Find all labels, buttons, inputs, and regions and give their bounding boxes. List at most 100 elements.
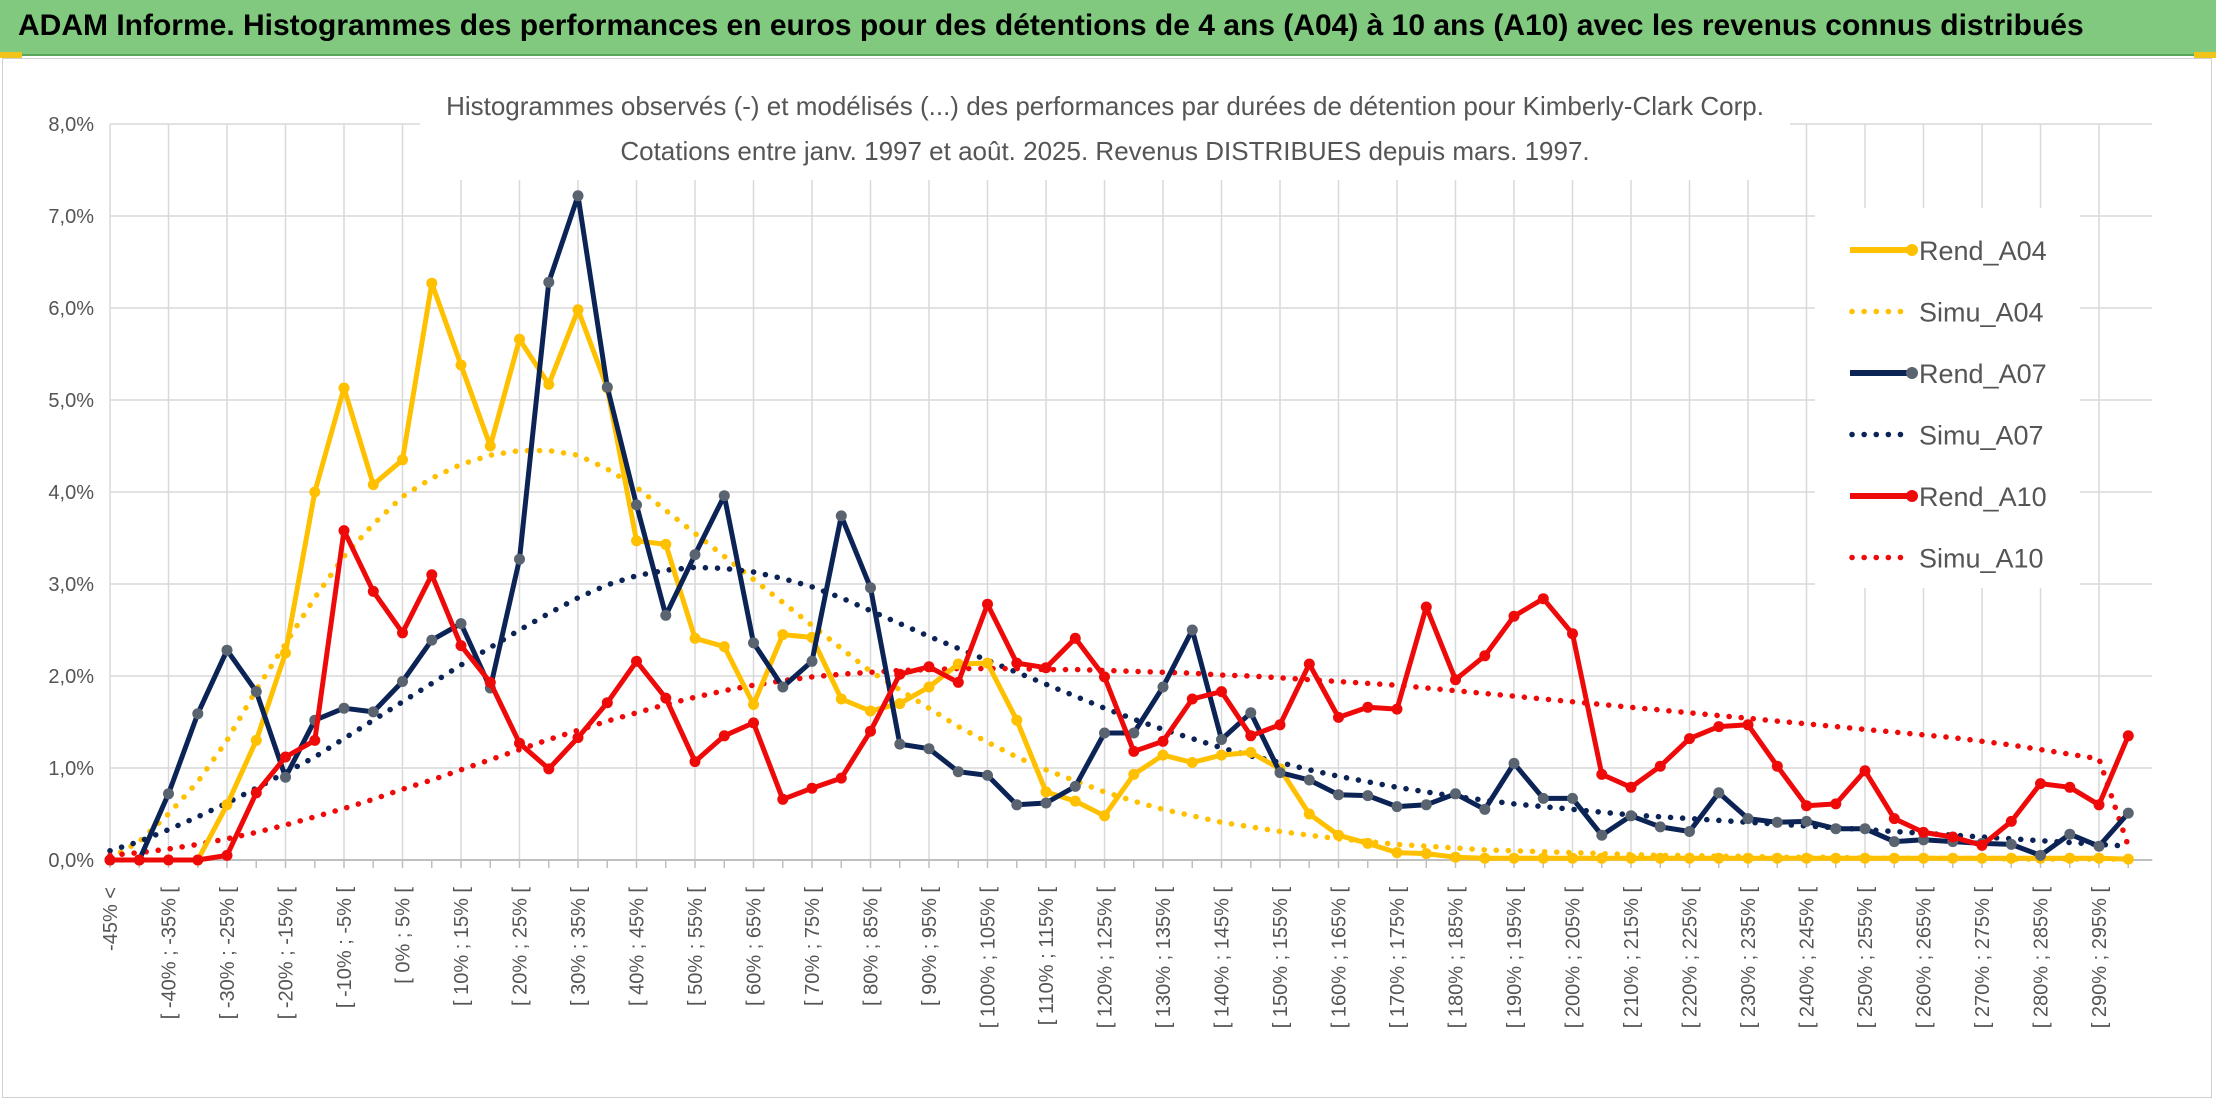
data-point bbox=[1391, 847, 1403, 859]
data-point bbox=[1567, 792, 1578, 804]
y-tick-label: 1,0% bbox=[48, 758, 94, 780]
data-point bbox=[865, 725, 876, 737]
data-point bbox=[982, 769, 993, 781]
x-tick-label: [ 0% ; 5% [ bbox=[393, 887, 415, 984]
data-point bbox=[660, 538, 672, 550]
data-point bbox=[894, 698, 906, 710]
data-point bbox=[1479, 650, 1491, 662]
data-point bbox=[1157, 749, 1169, 761]
data-point bbox=[1069, 780, 1081, 792]
data-point bbox=[1596, 852, 1608, 864]
x-tick-label: [ 50% ; 55% [ bbox=[685, 887, 707, 1006]
y-tick-label: 8,0% bbox=[48, 114, 94, 136]
data-point bbox=[1216, 749, 1227, 761]
data-point bbox=[1099, 810, 1110, 822]
data-point bbox=[1771, 760, 1783, 772]
data-point bbox=[601, 697, 613, 709]
data-point bbox=[1567, 852, 1578, 864]
data-point bbox=[1596, 829, 1608, 841]
data-point bbox=[1684, 852, 1695, 864]
x-tick-label: -45% < bbox=[100, 887, 122, 951]
data-point bbox=[777, 629, 789, 641]
data-point bbox=[1274, 719, 1286, 731]
x-tick-labels: -45% < [ -40% ; -35% [[ -30% ; -25% [[ -2… bbox=[100, 887, 2111, 1029]
data-point bbox=[1830, 798, 1842, 810]
data-point bbox=[894, 738, 906, 750]
series-rend_a04 bbox=[104, 277, 2134, 866]
data-point bbox=[221, 799, 233, 811]
series-rend_a10 bbox=[104, 525, 2134, 866]
x-tick-label: [ 120% ; 125% [ bbox=[1095, 887, 1117, 1029]
data-point bbox=[309, 734, 321, 746]
data-point bbox=[1801, 800, 1812, 812]
data-point bbox=[1303, 774, 1315, 786]
data-point bbox=[835, 772, 847, 784]
chart-frame bbox=[2, 58, 2212, 1098]
series-simu_a07 bbox=[107, 564, 2132, 854]
data-point bbox=[952, 766, 964, 778]
x-tick-label: [ 100% ; 105% [ bbox=[978, 887, 1000, 1029]
data-point bbox=[1303, 658, 1315, 670]
x-tick-label: [ 140% ; 145% [ bbox=[1212, 887, 1234, 1029]
data-point bbox=[221, 644, 233, 656]
data-point bbox=[1684, 826, 1695, 837]
data-point bbox=[2005, 815, 2017, 827]
x-tick-label: [ 160% ; 165% [ bbox=[1329, 887, 1351, 1029]
data-point bbox=[397, 454, 408, 466]
data-point bbox=[1040, 797, 1052, 809]
data-point bbox=[1771, 852, 1783, 864]
corner-accent-right bbox=[2194, 52, 2216, 58]
data-point bbox=[250, 734, 262, 746]
data-point bbox=[1450, 788, 1461, 800]
data-point bbox=[1128, 727, 1140, 739]
series-group bbox=[104, 190, 2134, 866]
data-point bbox=[1713, 721, 1725, 733]
data-point bbox=[952, 676, 964, 688]
data-point bbox=[1128, 768, 1140, 780]
data-point bbox=[1245, 746, 1257, 758]
data-point bbox=[660, 692, 672, 704]
data-point bbox=[2093, 799, 2105, 811]
data-point bbox=[2122, 730, 2134, 742]
data-point bbox=[982, 598, 993, 610]
data-point bbox=[280, 771, 291, 783]
x-tick-label: [ 290% ; 295% [ bbox=[2089, 887, 2111, 1029]
x-tick-label: [ -30% ; -25% [ bbox=[217, 887, 239, 1020]
data-point bbox=[221, 849, 233, 861]
data-point bbox=[2064, 852, 2076, 864]
data-point bbox=[1625, 852, 1637, 864]
data-point bbox=[1391, 703, 1403, 715]
data-point bbox=[835, 510, 847, 522]
data-point bbox=[1303, 808, 1315, 820]
data-point bbox=[689, 632, 701, 644]
data-point bbox=[1918, 826, 1929, 838]
legend-label: Rend_A04 bbox=[1919, 236, 2047, 266]
data-point bbox=[1713, 787, 1725, 799]
data-point bbox=[1888, 813, 1900, 825]
x-tick-label: [ -40% ; -35% [ bbox=[159, 887, 181, 1020]
y-tick-label: 4,0% bbox=[48, 482, 94, 504]
series-line bbox=[110, 528, 2131, 863]
data-point bbox=[2005, 838, 2017, 850]
data-point bbox=[133, 854, 145, 866]
x-tick-label: [ 190% ; 195% [ bbox=[1504, 887, 1526, 1029]
data-point bbox=[1420, 601, 1432, 613]
legend-marker bbox=[1906, 490, 1918, 502]
data-point bbox=[1099, 727, 1110, 739]
data-point bbox=[982, 657, 993, 669]
data-point bbox=[1830, 823, 1842, 835]
x-tick-label: [ 80% ; 85% [ bbox=[861, 887, 883, 1006]
banner-title: ADAM Informe. Histogrammes des performan… bbox=[18, 9, 2084, 42]
data-point bbox=[718, 641, 730, 653]
data-point bbox=[1859, 765, 1871, 777]
y-tick-label: 0,0% bbox=[48, 850, 94, 872]
legend: Rend_A04 Simu_A04 Rend_A07 Simu_A07 Rend_A10… bbox=[1849, 236, 2047, 574]
legend-item-simu_a07: Simu_A07 bbox=[1849, 421, 2044, 451]
data-point bbox=[689, 549, 701, 561]
data-point bbox=[1654, 821, 1666, 833]
data-point bbox=[923, 681, 935, 693]
data-point bbox=[2035, 778, 2046, 790]
legend-item-rend_a04: Rend_A04 bbox=[1850, 236, 2047, 266]
data-point bbox=[1333, 829, 1344, 841]
